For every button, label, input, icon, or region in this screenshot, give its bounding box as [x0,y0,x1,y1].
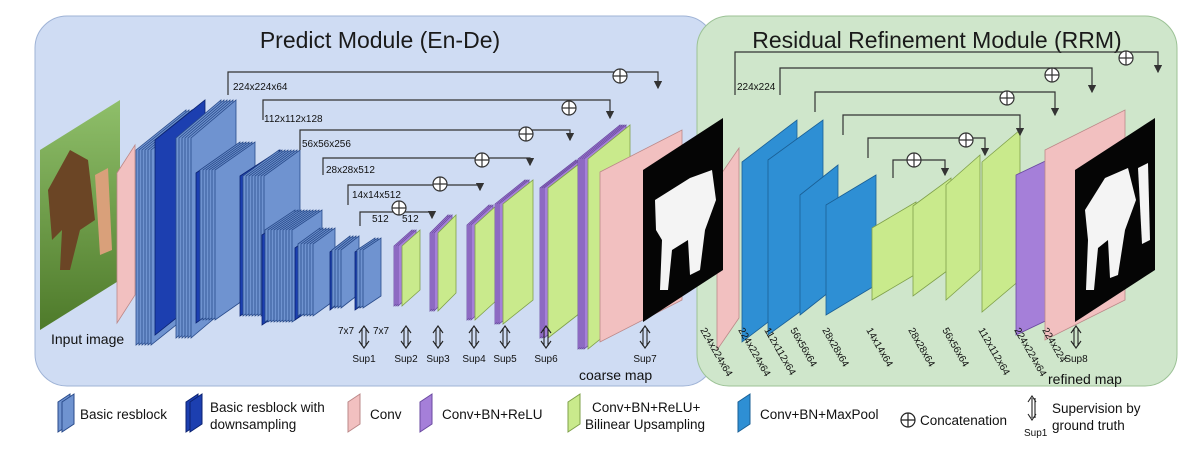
legend-label: Conv+BN+MaxPool [760,407,879,422]
input-image [40,100,120,330]
legend-basic-resblock-down: Basic resblock with downsampling [185,393,325,433]
sup-label: Sup4 [462,354,486,365]
legend-concatenation: Concatenation [900,412,1007,428]
legend-basic-resblock: Basic resblock [57,393,167,433]
coarse-map [643,118,723,322]
sup-arrow-icon [468,325,480,349]
dim-label: 512 [372,214,389,225]
sup-arrow-icon [499,325,511,349]
legend-maxpool: Conv+BN+MaxPool [737,393,879,433]
legend: Basic resblock Basic resblock with downs… [57,393,1141,439]
supervision-markers: Sup1 Sup2 Sup3 Sup4 Sup5 Sup6 Sup7 Sup8 [352,325,1088,365]
sup-arrow-icon [432,325,444,349]
conv-layer [116,143,136,325]
rrm-skip-connections [734,51,1163,178]
legend-label: Conv+BN+ReLU [442,407,543,422]
legend-label: downsampling [210,417,296,432]
encoder-layers [116,99,382,346]
upsample-layer [945,154,981,301]
legend-label: Basic resblock with [210,400,325,415]
upsample-layer [474,204,498,321]
sup-label: Sup7 [633,354,657,365]
legend-supervision: Sup1 Supervision by ground truth [1024,395,1141,439]
legend-conv: Conv [347,393,402,433]
legend-label: Supervision by [1052,401,1141,416]
legend-upsample: Conv+BN+ReLU+ Bilinear Upsampling [567,393,705,433]
legend-label: Basic resblock [80,407,167,422]
sup-label: Sup5 [493,354,517,365]
dim-label: 28x28x512 [326,165,375,176]
sup-arrow-icon [358,325,370,349]
predict-module-title: Predict Module (En-De) [260,27,500,53]
predict-skip-connections [227,71,663,226]
dim-label: 7x7 [373,326,390,337]
input-image-label: Input image [51,331,124,347]
dim-label: 7x7 [338,326,355,337]
legend-label: ground truth [1052,418,1125,433]
dim-label: 224x224x64 [233,82,288,93]
sup-arrow-icon [1070,325,1082,349]
dim-label: 112x112x128 [264,114,323,125]
dim-label: 224x224 [737,82,776,93]
watermark-handle: @autocyz [1008,388,1124,418]
legend-conv-bn-relu: Conv+BN+ReLU [419,393,543,433]
dim-label: 56x56x256 [302,139,351,150]
refined-map [1075,118,1155,322]
legend-sup-symbol: Sup1 [1024,428,1048,439]
upsample-layer [981,129,1021,313]
dim-label: 14x14x512 [352,190,401,201]
rrm-concat-symbols [906,50,1134,168]
legend-label: Concatenation [920,413,1007,428]
dim-label: 512 [402,214,419,225]
predict-concat-symbols [391,68,628,216]
legend-label: Bilinear Upsampling [585,417,705,432]
decoder-layers [393,124,683,350]
upsample-layer [437,214,457,312]
upsample-layer [401,229,421,307]
upsample-layer [502,179,534,325]
refined-map-label: refined map [1048,371,1122,387]
sup-label: Sup1 [352,354,376,365]
sup-label: Sup8 [1064,354,1088,365]
sup-arrow-icon [639,325,651,349]
sup-label: Sup3 [426,354,450,365]
sup-arrow-icon [400,325,412,349]
watermark-site: 知乎 [925,388,977,418]
legend-label: Conv [370,407,402,422]
sup-arrow-icon [540,325,552,349]
sup-label: Sup2 [394,354,418,365]
sup-label: Sup6 [534,354,558,365]
coarse-map-label: coarse map [579,367,652,383]
sup-arrow-icon [1027,395,1037,421]
rrm-module-title: Residual Refinement Module (RRM) [752,27,1121,53]
resblock-layer [362,237,382,309]
legend-label: Conv+BN+ReLU+ [592,400,701,415]
